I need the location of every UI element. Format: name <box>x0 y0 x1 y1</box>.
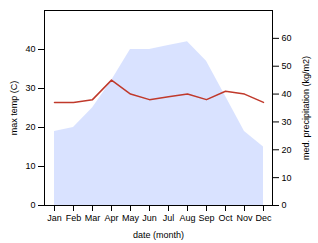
svg-text:Aug: Aug <box>179 213 195 223</box>
svg-text:20: 20 <box>282 145 292 155</box>
svg-text:60: 60 <box>282 33 292 43</box>
svg-text:Jun: Jun <box>142 213 157 223</box>
svg-text:Oct: Oct <box>218 213 233 223</box>
svg-text:10: 10 <box>282 173 292 183</box>
svg-text:0: 0 <box>282 200 287 210</box>
svg-text:30: 30 <box>25 83 35 93</box>
svg-text:20: 20 <box>25 122 35 132</box>
svg-text:40: 40 <box>282 89 292 99</box>
svg-text:Jul: Jul <box>163 213 175 223</box>
svg-text:May: May <box>122 213 140 223</box>
svg-text:30: 30 <box>282 117 292 127</box>
svg-text:Apr: Apr <box>104 213 118 223</box>
svg-text:50: 50 <box>282 61 292 71</box>
svg-text:date (month): date (month) <box>133 230 184 240</box>
svg-text:10: 10 <box>25 161 35 171</box>
svg-text:0: 0 <box>30 200 35 210</box>
svg-text:max temp (C): max temp (C) <box>9 81 19 136</box>
svg-text:med. precipitation (kg/m2): med. precipitation (kg/m2) <box>301 56 311 160</box>
svg-text:Mar: Mar <box>85 213 101 223</box>
svg-text:Feb: Feb <box>66 213 82 223</box>
svg-text:Sep: Sep <box>198 213 214 223</box>
svg-text:Jan: Jan <box>47 213 62 223</box>
svg-text:Nov: Nov <box>236 213 253 223</box>
svg-text:40: 40 <box>25 44 35 54</box>
svg-text:Dec: Dec <box>255 213 272 223</box>
